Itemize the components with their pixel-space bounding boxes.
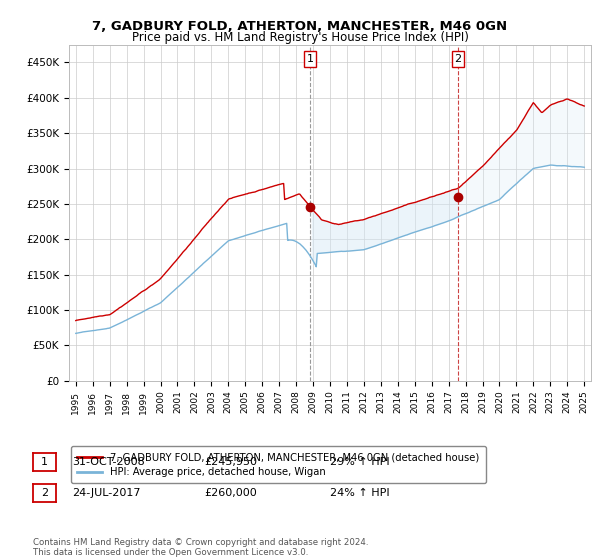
Text: 29% ↑ HPI: 29% ↑ HPI <box>330 457 389 467</box>
Text: 2: 2 <box>41 488 48 498</box>
Text: 24% ↑ HPI: 24% ↑ HPI <box>330 488 389 498</box>
Legend: 7, GADBURY FOLD, ATHERTON, MANCHESTER, M46 0GN (detached house), HPI: Average pr: 7, GADBURY FOLD, ATHERTON, MANCHESTER, M… <box>71 446 485 483</box>
Text: 24-JUL-2017: 24-JUL-2017 <box>72 488 140 498</box>
Text: £245,950: £245,950 <box>204 457 257 467</box>
Text: 1: 1 <box>41 457 48 467</box>
Text: 31-OCT-2008: 31-OCT-2008 <box>72 457 145 467</box>
Text: Contains HM Land Registry data © Crown copyright and database right 2024.
This d: Contains HM Land Registry data © Crown c… <box>33 538 368 557</box>
Text: £260,000: £260,000 <box>204 488 257 498</box>
Text: 7, GADBURY FOLD, ATHERTON, MANCHESTER, M46 0GN: 7, GADBURY FOLD, ATHERTON, MANCHESTER, M… <box>92 20 508 32</box>
Text: Price paid vs. HM Land Registry's House Price Index (HPI): Price paid vs. HM Land Registry's House … <box>131 31 469 44</box>
Text: 2: 2 <box>454 54 461 64</box>
Text: 1: 1 <box>307 54 314 64</box>
